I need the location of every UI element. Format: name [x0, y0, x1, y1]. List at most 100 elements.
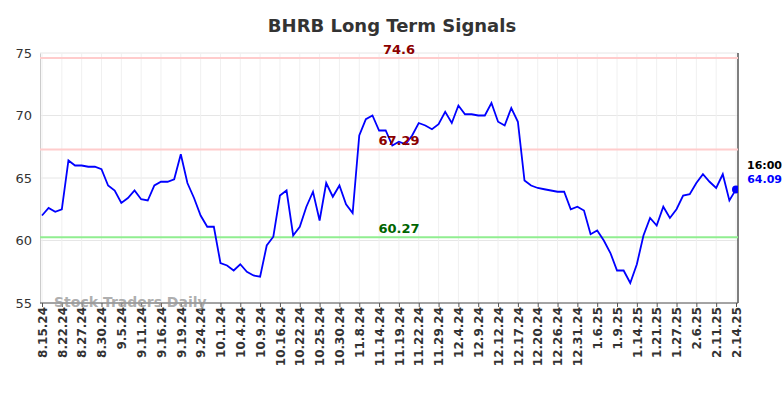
x-tick-label: 12.17.24 — [512, 307, 526, 366]
plot-area — [40, 58, 738, 283]
x-tick: 12.17.24 — [512, 303, 526, 366]
x-tick-mark — [518, 303, 519, 307]
x-tick-mark — [458, 303, 459, 307]
x-tick-mark — [280, 303, 281, 307]
grid-line — [40, 240, 738, 241]
chart: BHRB Long Term Signals55606570758.15.248… — [0, 0, 784, 398]
grid-line — [379, 53, 380, 303]
y-tick-label: 65 — [15, 171, 32, 186]
grid-line — [557, 53, 558, 303]
grid-line — [220, 53, 221, 303]
x-tick-label: 1.14.25 — [631, 307, 645, 358]
x-tick-mark — [339, 303, 340, 307]
grid-line — [81, 53, 82, 303]
watermark: Stock Traders Daily — [54, 294, 207, 310]
grid-line — [418, 53, 419, 303]
x-tick-label: 1.27.25 — [670, 307, 684, 358]
x-tick: 11.8.24 — [353, 303, 367, 358]
x-tick: 12.12.24 — [492, 303, 506, 366]
x-tick: 11.14.24 — [373, 303, 387, 366]
y-tick-label: 60 — [15, 233, 32, 248]
x-tick-label: 8.22.24 — [56, 307, 70, 358]
y-axis-line — [40, 54, 41, 304]
x-tick-mark — [696, 303, 697, 307]
x-tick: 8.15.24 — [36, 303, 50, 358]
last-point — [732, 185, 738, 193]
y-tick: 65 — [15, 171, 40, 186]
x-tick-label: 11.14.24 — [373, 307, 387, 366]
grid-line — [160, 53, 161, 303]
x-tick: 2.6.25 — [690, 303, 704, 350]
x-tick-mark — [220, 303, 221, 307]
grid-line — [260, 53, 261, 303]
x-tick-mark — [637, 303, 638, 307]
last-value-label: 64.09 — [747, 173, 782, 186]
title: BHRB Long Term Signals — [268, 15, 516, 36]
x-tick: 9.16.24 — [155, 303, 169, 358]
grid-line — [716, 53, 717, 303]
x-tick-label: 10.4.24 — [234, 307, 248, 358]
x-tick-label: 11.19.24 — [393, 307, 407, 366]
x-tick-label: 11.8.24 — [353, 307, 367, 358]
x-tick-label: 10.25.24 — [313, 307, 327, 366]
x-tick: 8.30.24 — [95, 303, 109, 358]
annotations: 74.667.2960.2716:0064.09Stock Traders Da… — [54, 42, 782, 310]
x-tick-mark — [320, 303, 321, 307]
x-tick-mark — [240, 303, 241, 307]
x-tick: 12.9.24 — [472, 303, 486, 358]
y-tick: 75 — [15, 46, 40, 61]
x-tick-label: 9.24.24 — [194, 307, 208, 358]
x-tick-label: 10.1.24 — [214, 307, 228, 358]
grid-line — [478, 53, 479, 303]
grid-line — [200, 53, 201, 303]
grid-line — [597, 53, 598, 303]
grid-line — [617, 53, 618, 303]
x-tick: 10.1.24 — [214, 303, 228, 358]
x-tick-label: 10.22.24 — [293, 307, 307, 366]
x-tick-label: 12.26.24 — [551, 307, 565, 366]
reference-line — [40, 57, 738, 59]
x-tick-label: 12.20.24 — [531, 307, 545, 366]
grid-line — [656, 53, 657, 303]
y-axis: 5560657075 — [15, 46, 40, 311]
x-tick-mark — [359, 303, 360, 307]
x-tick: 2.11.25 — [710, 303, 724, 358]
grid-line — [458, 53, 459, 303]
x-tick-mark — [399, 303, 400, 307]
grid-line — [279, 53, 280, 303]
x-tick: 11.29.24 — [432, 303, 446, 366]
grid-line — [537, 53, 538, 303]
x-tick-mark — [260, 303, 261, 307]
x-tick: 9.11.24 — [135, 303, 149, 358]
x-tick-label: 12.31.24 — [571, 307, 585, 366]
x-tick-mark — [716, 303, 717, 307]
reference-label: 74.6 — [383, 42, 415, 57]
x-tick-label: 2.6.25 — [690, 307, 704, 350]
x-tick-mark — [657, 303, 658, 307]
grid-line — [696, 53, 697, 303]
grid-line — [101, 53, 102, 303]
x-tick: 1.6.25 — [591, 303, 605, 350]
x-tick-mark — [478, 303, 479, 307]
y-tick: 60 — [15, 233, 40, 248]
x-tick: 12.4.24 — [452, 303, 466, 358]
x-tick-mark — [498, 303, 499, 307]
x-tick: 1.27.25 — [670, 303, 684, 358]
x-tick-label: 1.9.25 — [611, 307, 625, 350]
x-tick-label: 8.15.24 — [36, 307, 50, 358]
x-tick: 12.26.24 — [551, 303, 565, 366]
x-tick: 10.22.24 — [293, 303, 307, 366]
grid-line — [40, 178, 738, 179]
x-tick-label: 9.5.24 — [115, 307, 129, 350]
grid-line — [40, 115, 738, 116]
x-tick-label: 12.9.24 — [472, 307, 486, 358]
reference-label: 67.29 — [378, 133, 419, 148]
x-tick-label: 9.16.24 — [155, 307, 169, 358]
x-tick: 1.9.25 — [611, 303, 625, 350]
x-tick-label: 11.22.24 — [412, 307, 426, 366]
x-tick-label: 10.30.24 — [333, 307, 347, 366]
x-tick: 10.30.24 — [333, 303, 347, 366]
grid-line — [398, 53, 399, 303]
x-tick: 11.22.24 — [412, 303, 426, 366]
x-tick-label: 1.6.25 — [591, 307, 605, 350]
